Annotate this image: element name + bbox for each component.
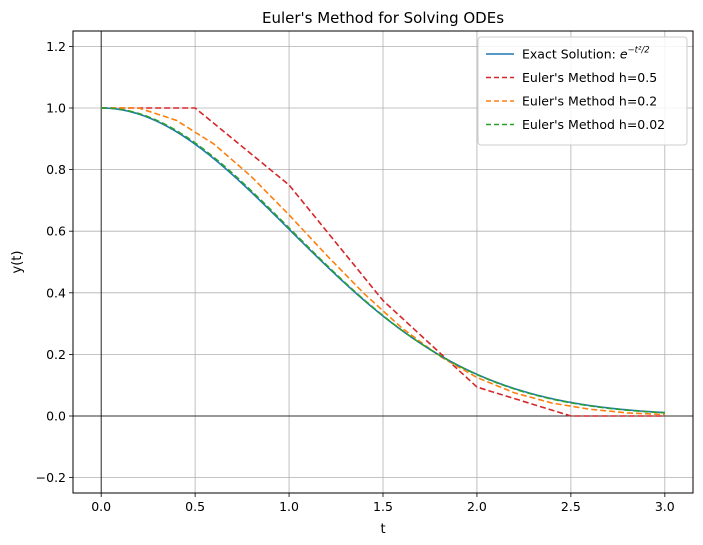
y-tick-label: 1.0 [46, 101, 66, 116]
x-tick-label: 2.5 [561, 499, 581, 514]
series-line-0 [101, 107, 665, 414]
y-tick-label: 0.4 [46, 285, 66, 300]
series-line-2 [101, 107, 665, 416]
x-tick-label: 0.5 [185, 499, 205, 514]
y-tick-label: 0.6 [46, 224, 66, 239]
x-tick-label: 0.0 [91, 499, 111, 514]
legend-box [477, 36, 688, 146]
legend-label-0: Exact Solution: e−t²/2 [522, 46, 650, 62]
plot-area: 0.0 0.5 1.0 1.5 2.0 2.5 3.0 −0.2 0.0 0.2 0.4 0.6 0.8… [36, 30, 694, 514]
y-tick-label: −0.2 [36, 470, 66, 485]
x-tick-label: 1.0 [279, 499, 299, 514]
legend-label-3: Euler's Method h=0.02 [522, 117, 665, 132]
y-tick-label: 0.2 [46, 347, 66, 362]
legend-math-exponent: −t²/2 [628, 46, 650, 56]
x-tick-label: 3.0 [655, 499, 675, 514]
legend-label-1: Euler's Method h=0.5 [522, 70, 657, 85]
chart-title: Euler's Method for Solving ODEs [262, 9, 504, 27]
series-line-3 [101, 107, 665, 414]
y-tick-label: 0.0 [46, 409, 66, 424]
series-line-1 [101, 107, 665, 417]
y-tick-label: 1.2 [46, 39, 66, 54]
y-axis-label: y(t) [10, 251, 25, 274]
x-tick-label: 2.0 [467, 499, 487, 514]
legend-math-base: e [620, 47, 628, 62]
y-tick-label: 0.8 [46, 162, 66, 177]
x-tick-label: 1.5 [373, 499, 393, 514]
x-axis-label: t [380, 522, 385, 537]
legend-label-2: Euler's Method h=0.2 [522, 94, 657, 109]
legend: Exact Solution: e−t²/2 Euler's Method h=0… [477, 36, 688, 146]
